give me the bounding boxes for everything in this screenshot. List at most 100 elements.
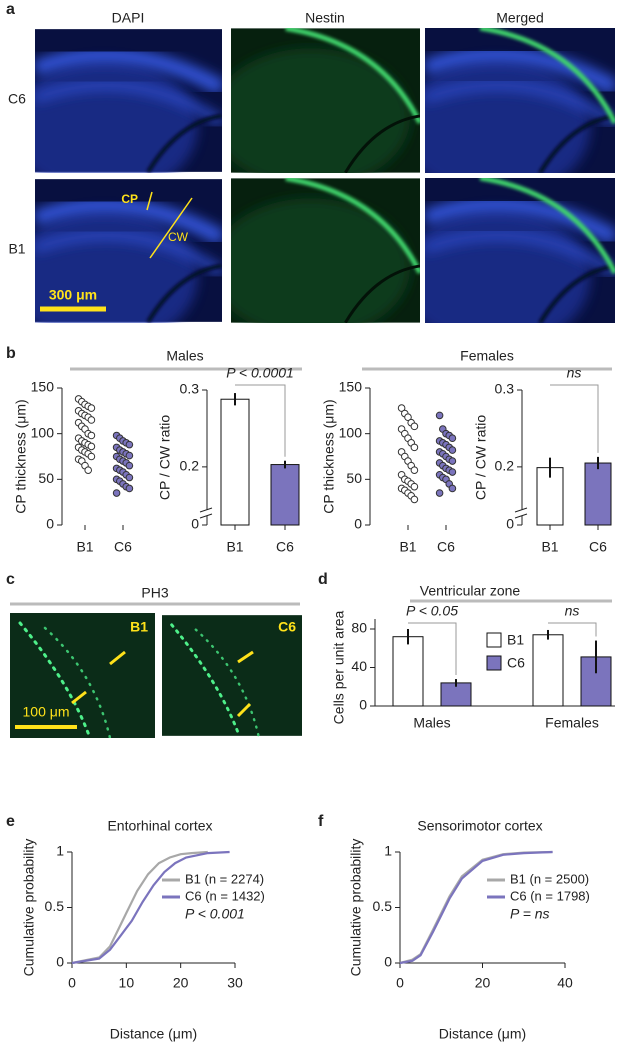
point	[410, 495, 419, 504]
x-tick-label: B1	[226, 539, 243, 555]
y-tick-label: 0.3	[495, 381, 515, 397]
point	[125, 473, 134, 482]
point	[87, 442, 96, 451]
y-tick-label: 0	[384, 954, 392, 970]
row-label: C6	[8, 91, 26, 107]
cdf-line	[71, 850, 230, 965]
y-tick-label: 50	[38, 470, 54, 486]
y-tick-label: 1	[384, 843, 392, 859]
y-tick-label: 50	[346, 470, 362, 486]
point	[125, 461, 134, 470]
y-tick-label: 100	[31, 424, 55, 440]
bar	[532, 634, 564, 707]
annotation: CW	[168, 230, 189, 244]
annotation: P < 0.0001	[226, 365, 294, 381]
y-tick-label: 0.2	[495, 458, 515, 474]
y-tick-label: 150	[339, 379, 363, 395]
y-tick-label: 40	[351, 658, 367, 674]
y-tick-label: 0	[191, 516, 199, 532]
row-label: B1	[8, 241, 25, 257]
panel-label: c	[6, 571, 15, 588]
group-title: Males	[166, 348, 203, 364]
point	[410, 443, 419, 452]
point	[435, 489, 444, 497]
micrograph	[400, 28, 615, 198]
annotation: ns	[565, 603, 580, 619]
x-tick-label: Females	[545, 715, 599, 731]
point	[404, 413, 412, 422]
y-tick-label: 0	[56, 954, 64, 970]
bar	[220, 398, 250, 526]
y-tick-label: 100	[339, 424, 363, 440]
bar	[584, 462, 612, 526]
chart-title: Ventricular zone	[420, 583, 521, 599]
point	[435, 411, 444, 420]
point	[448, 446, 457, 454]
x-tick-label: 30	[227, 975, 243, 991]
x-tick-label: 40	[557, 975, 573, 991]
point	[410, 466, 419, 475]
chart-title: Sensorimotor cortex	[417, 818, 542, 834]
axis-break	[199, 507, 213, 513]
y-tick-label: 0	[46, 516, 54, 532]
y-tick-label: 0.5	[45, 898, 65, 914]
point	[125, 440, 134, 449]
axis-break	[514, 507, 528, 513]
point	[112, 489, 121, 497]
point	[87, 416, 96, 424]
point	[87, 404, 96, 412]
point	[125, 451, 134, 460]
point	[84, 466, 92, 475]
x-tick-label: C6	[589, 539, 607, 555]
y-axis-label: CP / CW ratio	[157, 415, 173, 501]
image-label: C6	[278, 619, 296, 635]
cdf-line	[399, 850, 553, 965]
y-tick-label: 150	[31, 379, 55, 395]
bar	[270, 464, 300, 526]
x-tick-label: 20	[173, 975, 189, 991]
y-axis-label: Cumulative probability	[348, 839, 364, 977]
point	[397, 404, 406, 412]
point	[410, 482, 419, 491]
panel-label: a	[6, 1, 15, 18]
micrograph	[211, 28, 420, 187]
y-tick-label: 1	[56, 843, 64, 859]
y-tick-label: 0.5	[373, 898, 393, 914]
annotation: ns	[567, 365, 582, 381]
point	[448, 457, 457, 465]
axis-break	[199, 513, 213, 519]
group-title: Females	[460, 348, 514, 364]
y-tick-label: 0	[359, 697, 367, 713]
x-tick-label: B1	[541, 539, 558, 555]
legend-swatch	[486, 655, 502, 671]
panel-label: d	[318, 571, 328, 588]
panel-title: PH3	[141, 585, 168, 601]
x-tick-label: B1	[399, 539, 416, 555]
annotation: P = ns	[510, 906, 550, 922]
bracket	[408, 622, 457, 676]
cdf-line	[71, 850, 208, 965]
y-tick-label: 0.3	[180, 381, 200, 397]
y-axis-label: CP / CW ratio	[473, 415, 489, 501]
x-axis-label: Distance (μm)	[439, 1026, 526, 1042]
legend-label: C6 (n = 1798)	[510, 888, 590, 903]
legend-label: B1 (n = 2500)	[510, 871, 589, 886]
annotation: CP	[121, 192, 138, 206]
legend-label: C6 (n = 1432)	[185, 888, 265, 903]
x-tick-label: B1	[76, 539, 93, 555]
micrograph	[211, 178, 420, 337]
point	[448, 434, 457, 443]
arrows	[71, 650, 254, 718]
y-axis-label: Cells per unit area	[331, 610, 347, 724]
micrograph	[10, 179, 222, 346]
image-label: B1	[130, 619, 148, 635]
scale-bar-label: 100 μm	[23, 704, 70, 720]
point	[87, 452, 96, 461]
y-tick-label: 0	[506, 516, 514, 532]
annotation: P < 0.001	[185, 906, 245, 922]
column-title: Merged	[496, 10, 543, 26]
column-title: DAPI	[112, 10, 145, 26]
x-tick-label: C6	[114, 539, 132, 555]
point	[448, 484, 457, 493]
